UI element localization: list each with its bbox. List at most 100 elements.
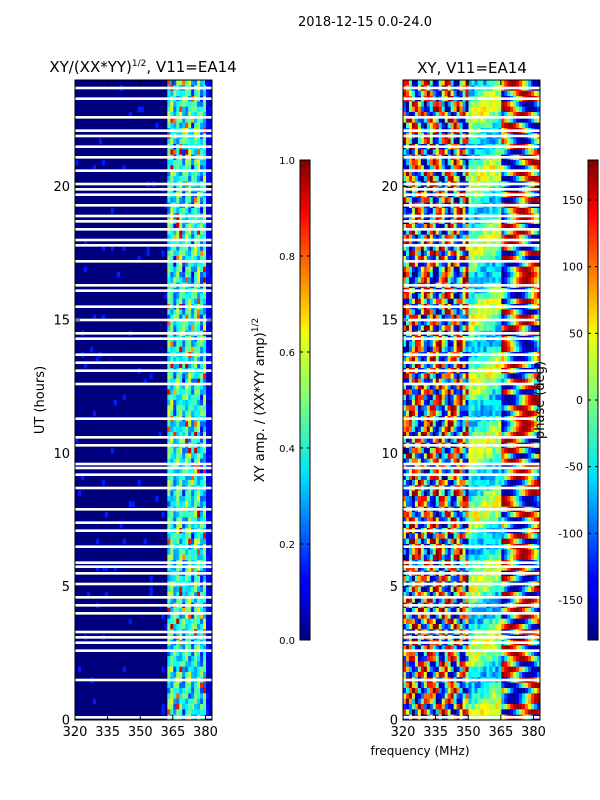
phase-cell xyxy=(441,245,445,251)
phase-cell xyxy=(468,250,472,257)
amplitude-cell xyxy=(191,474,195,481)
amplitude-cell xyxy=(194,480,198,486)
amplitude-cell xyxy=(179,490,183,497)
phase-cell xyxy=(498,112,502,118)
phase-cell xyxy=(534,394,538,401)
amplitude-cell xyxy=(203,432,207,438)
amplitude-cell xyxy=(188,256,192,262)
amplitude-cell xyxy=(182,272,186,278)
amplitude-cell xyxy=(200,645,204,651)
phase-cell xyxy=(489,373,493,379)
amplitude-cell xyxy=(203,469,207,475)
amplitude-cell xyxy=(194,490,198,497)
amplitude-cell xyxy=(179,480,183,486)
phase-cell xyxy=(456,240,460,246)
amplitude-cell xyxy=(188,234,192,241)
amplitude-cell xyxy=(182,138,186,145)
phase-cell xyxy=(411,208,416,214)
phase-cell xyxy=(471,384,475,390)
amplitude-cell xyxy=(206,538,210,545)
phase-cell xyxy=(471,405,475,411)
phase-cell xyxy=(489,410,493,417)
amplitude-cell xyxy=(167,432,171,438)
amplitude-cell xyxy=(197,405,201,411)
phase-cell xyxy=(456,378,460,385)
amplitude-cell xyxy=(182,176,186,182)
phase-cell xyxy=(450,346,454,353)
phase-cell xyxy=(408,90,413,97)
amplitude-cell xyxy=(167,453,171,459)
phase-cell xyxy=(447,293,451,299)
phase-cell xyxy=(531,298,535,305)
amplitude-cell xyxy=(167,533,171,539)
amplitude-cell xyxy=(203,474,207,481)
amplitude-cell xyxy=(185,208,189,214)
phase-cell xyxy=(507,245,511,251)
amplitude-cell xyxy=(188,384,192,390)
amplitude-cell xyxy=(209,613,212,619)
phase-cell xyxy=(465,122,469,129)
phase-cell xyxy=(408,320,413,326)
phase-cell xyxy=(516,298,520,305)
phase-cell xyxy=(507,362,511,369)
amplitude-cell xyxy=(179,272,183,278)
phase-cell xyxy=(444,373,448,379)
phase-cell xyxy=(528,165,532,171)
amplitude-cell xyxy=(194,378,198,385)
phase-cell xyxy=(444,389,448,395)
phase-cell xyxy=(414,341,419,347)
amplitude-cell xyxy=(173,389,177,395)
amplitude-cell xyxy=(194,394,198,401)
amplitude-cell xyxy=(149,586,153,593)
amplitude-cell xyxy=(170,117,174,123)
phase-cell xyxy=(423,245,428,251)
amplitude-cell xyxy=(170,149,174,155)
phase-cell xyxy=(408,421,413,427)
amplitude-cell xyxy=(176,624,180,630)
amplitude-cell xyxy=(200,234,204,241)
phase-cell xyxy=(435,197,440,203)
phase-cell xyxy=(486,106,490,113)
phase-cell xyxy=(519,112,523,118)
phase-cell xyxy=(474,234,478,241)
amplitude-cell xyxy=(185,501,189,507)
phase-cell xyxy=(441,421,445,427)
phase-cell xyxy=(510,384,514,390)
amplitude-cell xyxy=(128,112,132,118)
y-tick-label: 15 xyxy=(53,314,70,329)
amplitude-cell xyxy=(206,618,210,625)
phase-cell xyxy=(435,357,440,363)
phase-cell xyxy=(516,245,520,251)
amplitude-cell xyxy=(188,608,192,614)
phase-cell xyxy=(438,165,443,171)
phase-cell xyxy=(453,357,457,363)
phase-cell xyxy=(495,293,499,299)
phase-cell xyxy=(477,272,481,278)
phase-cell xyxy=(414,240,419,246)
phase-cell xyxy=(537,240,540,246)
amplitude-cell xyxy=(176,704,180,710)
amplitude-cell xyxy=(188,538,192,545)
amplitude-cell xyxy=(179,704,183,710)
amplitude-cell xyxy=(194,565,198,571)
amplitude-cell xyxy=(200,709,204,715)
phase-cell xyxy=(519,400,523,406)
phase-cell xyxy=(513,341,517,347)
phase-cell xyxy=(498,410,502,417)
phase-cell xyxy=(492,373,496,379)
phase-cell xyxy=(519,256,523,262)
phase-cell xyxy=(474,250,478,257)
phase-cell xyxy=(411,293,416,299)
phase-cell xyxy=(489,240,493,246)
phase-cell xyxy=(483,197,487,203)
phase-cell xyxy=(441,261,445,267)
amplitude-cell xyxy=(200,549,204,555)
phase-cell xyxy=(486,170,490,177)
phase-cell xyxy=(465,245,469,251)
phase-cell xyxy=(441,160,445,166)
amplitude-cell xyxy=(179,234,183,241)
phase-cell xyxy=(522,272,526,278)
phase-cell xyxy=(438,293,443,299)
phase-cell xyxy=(423,122,428,129)
amplitude-cell xyxy=(179,90,183,97)
